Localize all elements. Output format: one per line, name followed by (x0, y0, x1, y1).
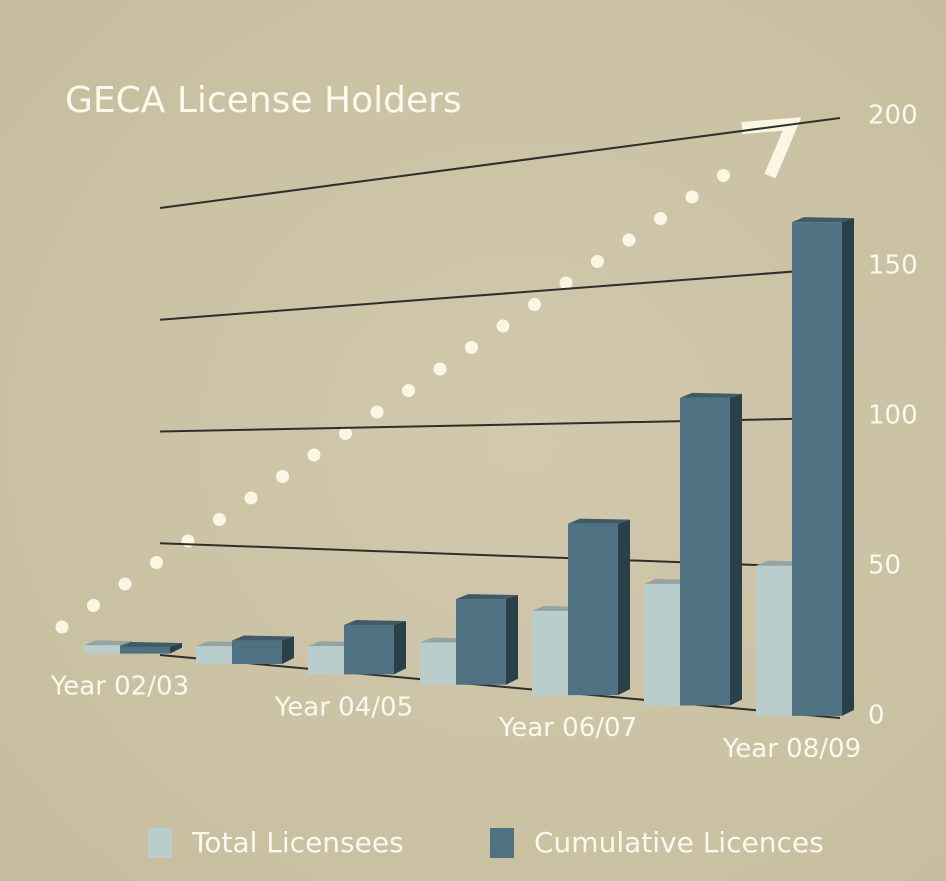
bar (532, 610, 568, 696)
bar-top (792, 217, 854, 223)
grid-line (159, 267, 841, 321)
bar-top (568, 518, 630, 524)
bar-side (842, 218, 854, 716)
bar-side (170, 642, 182, 654)
trend-dot (87, 599, 100, 612)
y-tick-label: 100 (868, 401, 918, 431)
trend-dot (559, 276, 573, 290)
trend-dot (402, 384, 415, 397)
trend-dot (118, 577, 132, 591)
x-tick-label: Year 06/07 (498, 713, 637, 743)
y-tick-label: 200 (868, 101, 918, 131)
y-tick-label: 0 (868, 701, 885, 731)
y-tick-label: 50 (868, 551, 901, 581)
trend-dot (433, 362, 447, 376)
x-tick-label: Year 04/05 (274, 692, 413, 722)
bar (84, 645, 120, 654)
bar (196, 646, 232, 665)
trend-dot (339, 427, 352, 440)
x-tick-label: Year 02/03 (50, 672, 189, 702)
trend-dot (370, 405, 384, 419)
trend-dot (591, 255, 604, 268)
legend-label: Cumulative Licences (534, 826, 824, 859)
bar-side (394, 620, 406, 675)
trend-dot (465, 341, 478, 354)
bar (232, 640, 282, 664)
trend-dot (654, 212, 667, 225)
trend-dot (717, 169, 730, 182)
trend-dot (622, 233, 636, 247)
trend-dot (213, 513, 226, 526)
legend-swatch (148, 828, 172, 858)
trend-dot (244, 491, 258, 505)
bar-top (120, 641, 182, 647)
bar-side (730, 393, 742, 706)
bar (792, 222, 842, 716)
trend-dot (496, 319, 510, 333)
y-tick-label: 150 (868, 251, 918, 281)
legend-label: Total Licensees (191, 826, 404, 859)
trend-dot (181, 534, 195, 548)
bar-top (84, 640, 132, 646)
bar-side (618, 519, 630, 696)
bar (756, 565, 792, 716)
bar-side (282, 636, 294, 664)
trend-dot (685, 190, 699, 204)
bar (308, 646, 344, 675)
trend-dot (150, 556, 163, 569)
bar (568, 523, 618, 696)
bar (456, 599, 506, 685)
bar (120, 646, 170, 654)
bar (644, 583, 680, 706)
bar-top (232, 635, 294, 641)
bar-top (344, 619, 406, 625)
trend-dot (276, 470, 289, 483)
legend-swatch (490, 828, 514, 858)
bar-top (680, 392, 742, 398)
trend-dot (307, 448, 321, 462)
bar-top (456, 594, 518, 600)
chart-title: GECA License Holders (65, 80, 462, 121)
trend-dot (528, 298, 541, 311)
x-tick-label: Year 08/09 (722, 734, 861, 764)
bar-side (506, 595, 518, 685)
grid-line (159, 654, 841, 719)
bar (344, 624, 394, 675)
trend-dot (55, 620, 69, 634)
grid-line (159, 117, 841, 209)
bar (420, 642, 456, 685)
bar (680, 397, 730, 706)
